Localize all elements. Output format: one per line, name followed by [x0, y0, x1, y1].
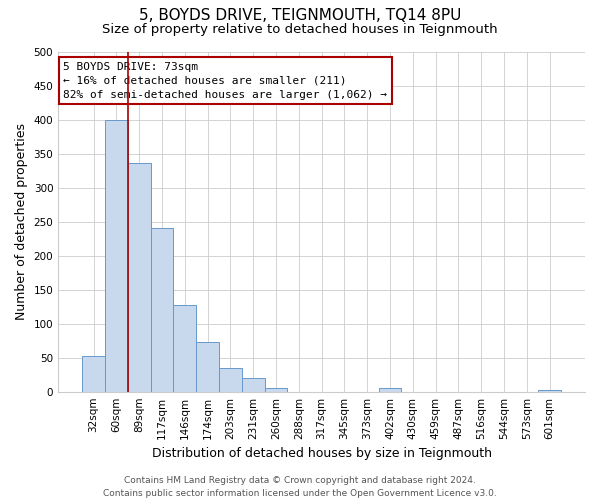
Bar [242, 378, 265, 392]
Bar [82, 356, 105, 392]
X-axis label: Distribution of detached houses by size in Teignmouth: Distribution of detached houses by size … [152, 447, 491, 460]
Y-axis label: Number of detached properties: Number of detached properties [15, 123, 28, 320]
Text: 5 BOYDS DRIVE: 73sqm
← 16% of detached houses are smaller (211)
82% of semi-deta: 5 BOYDS DRIVE: 73sqm ← 16% of detached h… [64, 62, 388, 100]
Text: Contains HM Land Registry data © Crown copyright and database right 2024.
Contai: Contains HM Land Registry data © Crown c… [103, 476, 497, 498]
Bar [151, 228, 173, 392]
Bar [538, 390, 561, 392]
Bar [219, 368, 242, 392]
Text: Size of property relative to detached houses in Teignmouth: Size of property relative to detached ho… [102, 22, 498, 36]
Bar [128, 163, 151, 392]
Bar [105, 120, 128, 392]
Bar [379, 388, 401, 392]
Bar [173, 304, 196, 392]
Bar [196, 342, 219, 392]
Bar [265, 388, 287, 392]
Text: 5, BOYDS DRIVE, TEIGNMOUTH, TQ14 8PU: 5, BOYDS DRIVE, TEIGNMOUTH, TQ14 8PU [139, 8, 461, 22]
